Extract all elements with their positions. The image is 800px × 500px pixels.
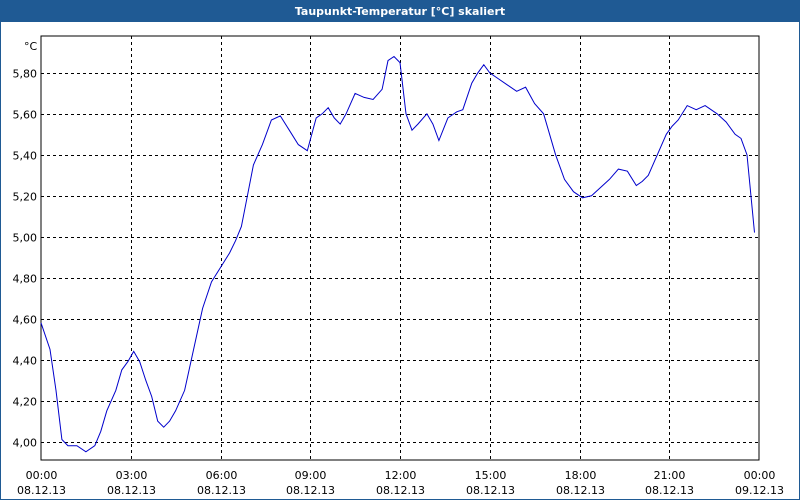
x-tick-date-label: 08.12.13 [645, 484, 694, 497]
x-tick-time-label: 09:00 [295, 469, 327, 482]
x-tick-time-label: 00:00 [744, 469, 776, 482]
x-tick-date-label: 08.12.13 [556, 484, 605, 497]
x-tick-date-label: 08.12.13 [197, 484, 246, 497]
y-tick-label: 4,20 [13, 396, 38, 409]
x-tick-date-label: 08.12.13 [466, 484, 515, 497]
x-tick-time-label: 15:00 [475, 469, 507, 482]
x-tick-time-label: 21:00 [654, 469, 686, 482]
y-tick-label: 4,40 [13, 355, 38, 368]
y-tick-label: 4,60 [13, 314, 38, 327]
x-tick-date-label: 08.12.13 [376, 484, 425, 497]
x-tick-date-label: 08.12.13 [286, 484, 335, 497]
y-tick-label: 5,20 [13, 191, 38, 204]
title-bar: Taupunkt-Temperatur [°C] skaliert [1, 1, 799, 22]
x-tick-time-label: 18:00 [565, 469, 597, 482]
x-tick-date-label: 08.12.13 [17, 484, 66, 497]
x-tick-time-label: 03:00 [116, 469, 148, 482]
x-tick-time-label: 00:00 [26, 469, 58, 482]
chart-title: Taupunkt-Temperatur [°C] skaliert [294, 5, 506, 18]
y-tick-label: 5,40 [13, 150, 38, 163]
y-tick-label: 5,60 [13, 109, 38, 122]
x-tick-time-label: 12:00 [385, 469, 417, 482]
x-tick-time-label: 06:00 [206, 469, 238, 482]
y-axis-unit-label: °C [24, 40, 38, 53]
x-tick-date-label: 09.12.13 [735, 484, 784, 497]
y-tick-label: 4,00 [13, 437, 38, 450]
y-tick-label: 5,00 [13, 232, 38, 245]
x-tick-date-label: 08.12.13 [107, 484, 156, 497]
y-tick-label: 5,80 [13, 68, 38, 81]
series-line [40, 55, 755, 453]
y-tick-label: 4,80 [13, 273, 38, 286]
